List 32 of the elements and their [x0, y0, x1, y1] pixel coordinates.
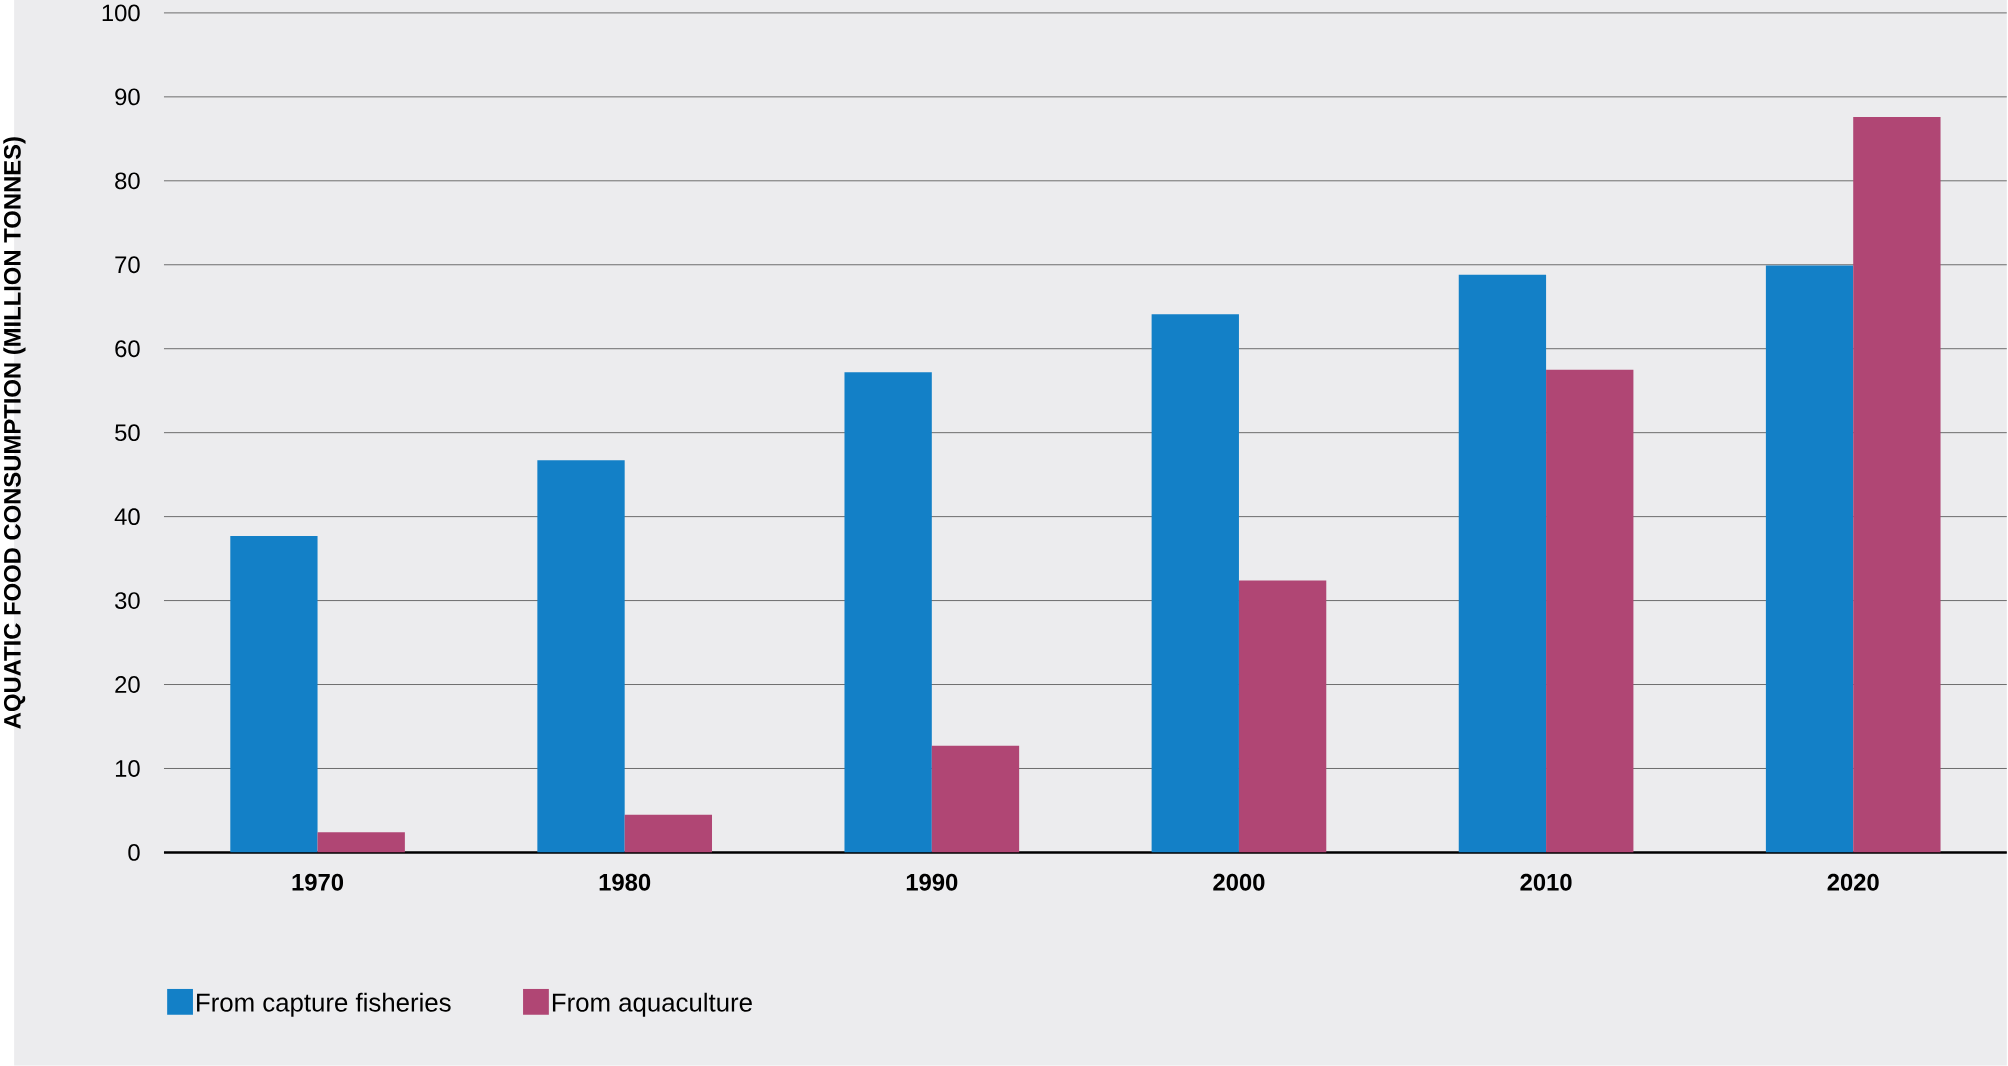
legend-label: From aquaculture	[552, 992, 752, 1017]
y-tick-label: 90	[115, 88, 140, 106]
x-tick-label: 2020	[1827, 873, 1879, 891]
y-tick-label: 30	[115, 592, 140, 610]
bar	[1546, 369, 1634, 853]
y-tick-label: 0	[128, 844, 140, 861]
legend-label: From capture fisheries	[197, 992, 451, 1017]
x-tick-label: 1980	[599, 873, 651, 891]
bar	[230, 536, 318, 853]
bar	[1853, 117, 1941, 853]
y-tick-label: 10	[115, 760, 140, 778]
bar	[1765, 265, 1854, 853]
y-tick-label: 20	[115, 676, 140, 694]
bar	[1151, 314, 1239, 853]
x-tick-label: 2000	[1213, 873, 1265, 891]
bar	[931, 745, 1020, 853]
bar	[844, 372, 932, 853]
y-tick-label: 70	[115, 256, 140, 274]
x-tick-label: 2010	[1520, 873, 1572, 891]
y-tick-label: 80	[115, 172, 140, 190]
bar	[317, 832, 405, 853]
y-axis-title: AQUATIC FOOD CONSUMPTION (MILLION TONNES)	[3, 137, 26, 729]
y-tick-label: 50	[115, 424, 140, 442]
y-tick-label: 60	[115, 340, 140, 358]
bar	[537, 460, 625, 853]
x-tick-label: 1990	[906, 873, 958, 891]
x-tick-label: 1970	[292, 873, 344, 891]
bar	[1238, 580, 1327, 853]
y-tick-label: 40	[114, 508, 140, 526]
bar	[624, 814, 713, 853]
y-tick-label: 100	[102, 4, 140, 22]
bar	[1458, 274, 1547, 853]
